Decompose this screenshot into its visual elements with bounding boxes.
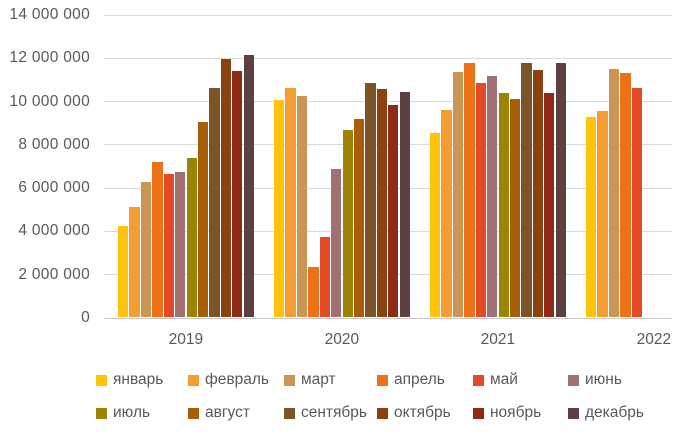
bar xyxy=(498,92,509,317)
legend-item: август xyxy=(188,404,250,422)
legend-item: май xyxy=(473,371,518,389)
bar xyxy=(586,116,597,317)
bar xyxy=(532,70,544,317)
legend-label: январь xyxy=(113,371,164,388)
bar xyxy=(129,206,140,317)
x-axis-label: 2022 xyxy=(636,331,672,348)
bar xyxy=(175,171,186,317)
legend-swatch xyxy=(568,374,579,386)
y-axis-tick-label: 0 xyxy=(81,309,90,326)
bar xyxy=(296,96,308,317)
legend-item: декабрь xyxy=(568,404,644,422)
legend-swatch xyxy=(377,407,388,419)
x-axis-label: 2019 xyxy=(168,331,204,348)
gridline xyxy=(104,101,672,103)
bar xyxy=(399,91,410,317)
legend-item: февраль xyxy=(188,371,269,389)
bar xyxy=(388,104,399,317)
legend-item: январь xyxy=(96,371,163,389)
bar xyxy=(243,55,254,317)
legend-item: апрель xyxy=(377,371,445,389)
bar xyxy=(608,69,620,317)
legend-label: февраль xyxy=(205,371,269,388)
legend-label: март xyxy=(301,371,336,388)
bar xyxy=(342,129,353,317)
legend-swatch xyxy=(96,374,107,386)
legend-swatch xyxy=(377,374,388,386)
legend-swatch xyxy=(96,407,107,419)
bar xyxy=(353,118,365,317)
legend-swatch xyxy=(284,407,295,419)
y-axis-tick-label: 10 000 000 xyxy=(9,92,90,110)
bar xyxy=(487,75,498,317)
legend-label: декабрь xyxy=(585,404,644,421)
legend-swatch xyxy=(188,407,199,419)
bar xyxy=(152,162,163,317)
legend-label: сентябрь xyxy=(301,404,367,421)
bar xyxy=(285,87,296,317)
legend-label: октябрь xyxy=(394,404,451,421)
legend-label: май xyxy=(490,371,518,388)
legend-swatch xyxy=(473,374,484,386)
gridline xyxy=(104,230,672,232)
legend-label: июнь xyxy=(585,371,622,388)
gridline xyxy=(104,187,672,189)
y-axis-tick-label: 2 000 000 xyxy=(18,265,90,283)
bar xyxy=(475,83,486,317)
x-axis-line xyxy=(104,317,672,319)
legend-item: март xyxy=(284,371,336,389)
y-axis-tick-label: 4 000 000 xyxy=(18,222,90,240)
bar xyxy=(521,62,532,317)
legend-item: ноябрь xyxy=(473,404,541,422)
x-axis-label: 2020 xyxy=(324,331,360,348)
bar xyxy=(509,99,521,317)
bar xyxy=(441,110,452,317)
bar xyxy=(209,87,220,317)
bar xyxy=(376,88,388,317)
legend-label: июль xyxy=(113,404,151,421)
gridline xyxy=(104,274,672,276)
bar xyxy=(597,111,608,317)
bar xyxy=(140,181,152,317)
legend-item: июнь xyxy=(568,371,622,389)
y-axis-tick-label: 6 000 000 xyxy=(18,179,90,197)
legend-label: апрель xyxy=(394,371,445,388)
x-axis-label: 2021 xyxy=(480,331,516,348)
bar xyxy=(620,73,631,317)
bar xyxy=(274,100,285,317)
legend-swatch xyxy=(568,407,579,419)
legend-label: ноябрь xyxy=(490,404,542,421)
bar xyxy=(186,157,197,317)
legend-swatch xyxy=(473,407,484,419)
bar xyxy=(464,62,475,317)
legend-item: сентябрь xyxy=(284,404,367,422)
legend-swatch xyxy=(188,374,199,386)
bar xyxy=(430,132,441,317)
bar xyxy=(331,168,342,317)
gridline xyxy=(104,14,672,16)
bar xyxy=(365,83,376,317)
y-axis-tick-label: 14 000 000 xyxy=(9,6,90,23)
bar xyxy=(118,226,129,317)
bar xyxy=(163,174,174,317)
legend-label: август xyxy=(205,404,250,421)
bar xyxy=(220,59,232,317)
bar xyxy=(232,71,243,317)
y-axis-tick-label: 12 000 000 xyxy=(9,49,90,67)
bar xyxy=(319,236,330,317)
bar xyxy=(197,122,209,317)
legend-item: июль xyxy=(96,404,150,422)
bar xyxy=(452,72,464,317)
legend-swatch xyxy=(284,374,295,386)
gridline xyxy=(104,57,672,59)
y-axis-tick-label: 8 000 000 xyxy=(18,135,90,153)
legend-item: октябрь xyxy=(377,404,451,422)
gridline xyxy=(104,144,672,146)
bar xyxy=(308,267,319,317)
bar xyxy=(544,92,555,317)
bar xyxy=(555,62,566,317)
bar xyxy=(631,87,642,317)
